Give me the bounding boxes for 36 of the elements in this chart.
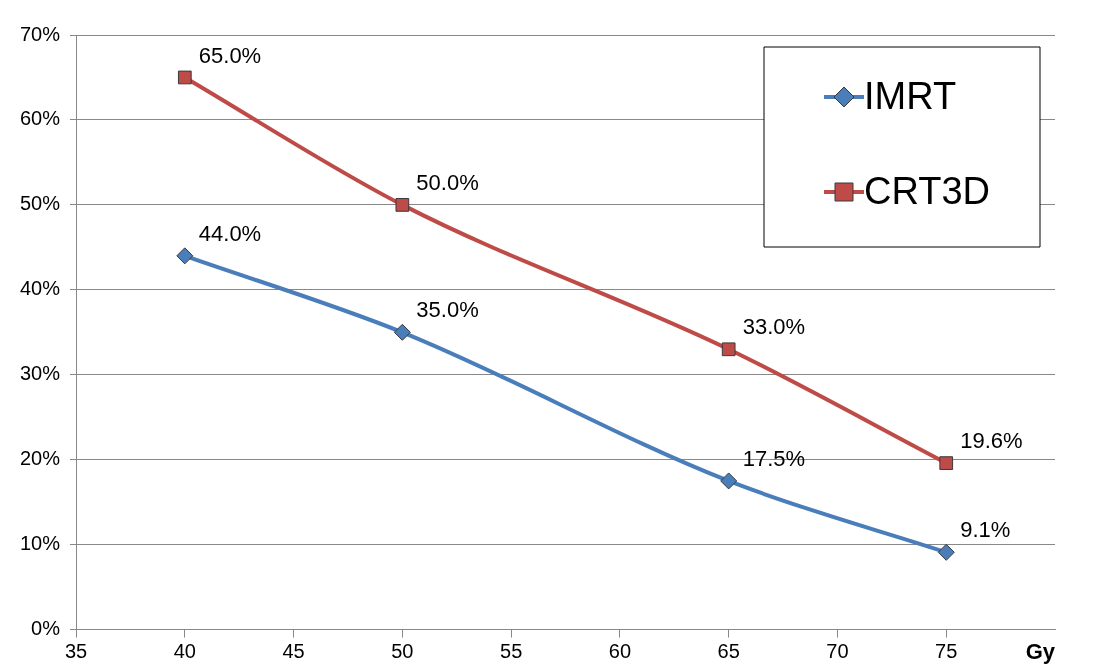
data-label: 44.0%: [198, 220, 262, 246]
point: [393, 323, 411, 341]
point: [176, 247, 194, 265]
data-label: 33.0%: [742, 314, 806, 340]
y-tick-label: 20%: [20, 447, 61, 470]
data-label: 50.0%: [416, 169, 479, 195]
y-tick-label: 30%: [20, 362, 61, 385]
point: [395, 198, 410, 212]
data-label: 19.6%: [960, 428, 1023, 454]
data-label: 65.0%: [198, 42, 262, 68]
point: [721, 342, 736, 357]
point: [939, 456, 954, 470]
x-tick-label: 35: [64, 640, 88, 663]
y-tick-label: 0%: [31, 617, 61, 640]
point: [937, 543, 955, 561]
x-tick-label: 60: [608, 640, 632, 663]
x-tick-label: 65: [717, 640, 740, 663]
y-tick-label: 10%: [20, 532, 61, 555]
data-label: 35.0%: [416, 297, 479, 323]
y-tick-label: 70%: [20, 22, 61, 45]
x-tick-label: 75: [935, 640, 958, 663]
point: [720, 472, 738, 490]
x-tick-label: 70: [826, 640, 849, 663]
point: [177, 70, 192, 85]
data-label: 17.5%: [742, 446, 806, 472]
y-tick-label: 50%: [20, 192, 61, 215]
legend-label: IMRT: [864, 75, 957, 118]
y-tick-label: 60%: [20, 107, 61, 130]
x-tick-label: 55: [500, 640, 523, 663]
x-tick-label: 40: [173, 640, 196, 663]
x-tick-label: 50: [391, 640, 414, 663]
data-label: 9.1%: [960, 517, 1011, 543]
x-axis-title: Gy: [1025, 638, 1056, 664]
y-tick-label: 40%: [20, 277, 61, 300]
x-tick-label: 45: [282, 640, 305, 663]
legend-label: CRT3D: [864, 170, 991, 213]
